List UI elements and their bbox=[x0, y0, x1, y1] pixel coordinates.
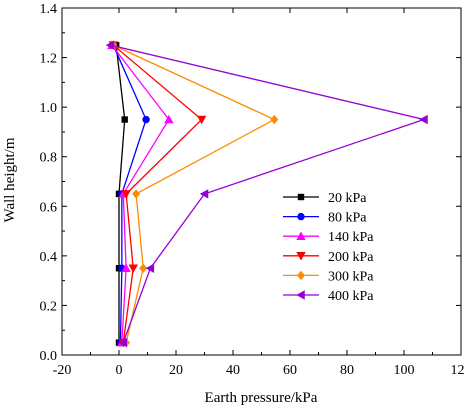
data-point bbox=[145, 263, 155, 273]
data-point bbox=[270, 114, 279, 125]
data-point bbox=[128, 264, 138, 273]
series-300-kpa bbox=[109, 40, 279, 348]
legend-marker bbox=[297, 193, 305, 201]
x-tick-label: 100 bbox=[394, 363, 415, 378]
legend-item: 140 kPa bbox=[283, 230, 374, 245]
data-point bbox=[139, 263, 148, 273]
series-group bbox=[105, 40, 428, 348]
data-point bbox=[419, 114, 428, 125]
legend-label: 400 kPa bbox=[328, 289, 374, 304]
legend-label: 80 kPa bbox=[328, 211, 367, 226]
data-point bbox=[132, 189, 141, 199]
x-tick-label: 120 bbox=[451, 363, 464, 378]
legend-marker bbox=[297, 212, 305, 221]
data-point bbox=[142, 115, 150, 124]
series-line bbox=[110, 44, 427, 343]
y-tick-label: 0.2 bbox=[40, 299, 58, 314]
data-point bbox=[196, 115, 207, 125]
legend-label: 300 kPa bbox=[328, 269, 374, 284]
data-point bbox=[121, 263, 131, 273]
data-point bbox=[199, 189, 209, 199]
y-tick-label: 1.4 bbox=[40, 2, 58, 17]
y-tick-label: 0.0 bbox=[40, 349, 58, 364]
x-axis-title: Earth pressure/kPa bbox=[205, 390, 318, 406]
legend-item: 20 kPa bbox=[283, 191, 367, 206]
data-point bbox=[121, 116, 128, 123]
y-tick-label: 1.2 bbox=[40, 52, 58, 67]
data-point bbox=[105, 40, 115, 50]
x-tick-label: 80 bbox=[340, 363, 354, 378]
x-tick-label: 40 bbox=[226, 363, 240, 378]
legend: 20 kPa 80 kPa 140 kPa 200 kPa 300 kPa 400 kPa bbox=[283, 191, 374, 304]
y-axis-title: Wall height/m bbox=[2, 137, 18, 222]
y-tick-label: 0.4 bbox=[40, 250, 58, 265]
legend-label: 20 kPa bbox=[328, 191, 367, 206]
plot-area: -20 0 20 40 60 80 100 120 0.0 0.2 0.4 0.6 0.8 1.0 1.2 1… bbox=[40, 2, 464, 378]
legend-label: 140 kPa bbox=[328, 230, 374, 245]
x-tick-label: 20 bbox=[169, 363, 183, 378]
legend-marker bbox=[296, 252, 306, 261]
legend-item: 200 kPa bbox=[283, 250, 374, 265]
data-point bbox=[164, 114, 174, 124]
legend-marker bbox=[296, 231, 306, 240]
x-tick-label: 60 bbox=[283, 363, 297, 378]
series-400-kpa bbox=[105, 40, 428, 348]
legend-item: 400 kPa bbox=[283, 289, 374, 304]
legend-marker bbox=[297, 270, 305, 281]
plot-frame bbox=[61, 7, 462, 356]
x-tick-label: 0 bbox=[116, 363, 123, 378]
data-point bbox=[121, 190, 131, 199]
legend-label: 200 kPa bbox=[328, 250, 374, 265]
y-tick-label: 0.6 bbox=[40, 200, 58, 215]
x-tick-label: -20 bbox=[53, 363, 72, 378]
data-point bbox=[118, 337, 128, 348]
y-tick-label: 1.0 bbox=[40, 101, 58, 116]
legend-item: 80 kPa bbox=[283, 211, 367, 226]
y-tick-label: 0.8 bbox=[40, 151, 58, 166]
legend-item: 300 kPa bbox=[283, 269, 374, 284]
legend-marker bbox=[296, 290, 305, 300]
